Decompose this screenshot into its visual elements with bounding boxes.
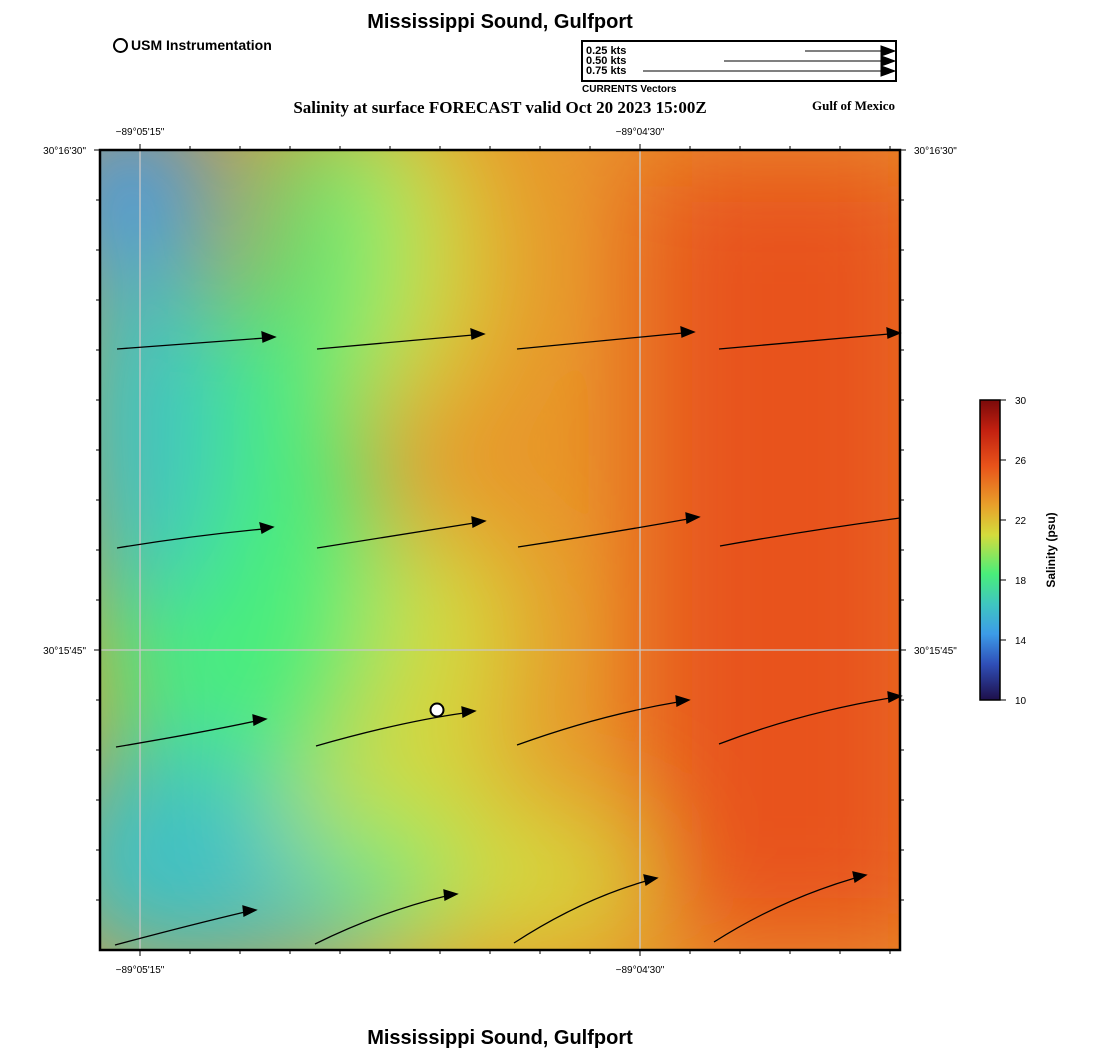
current-vector	[315, 706, 477, 747]
station-circle-icon	[113, 37, 128, 53]
current-vector	[316, 516, 487, 549]
arrow-head-icon	[852, 871, 868, 884]
arrow-head-icon	[443, 889, 459, 902]
map-footer-title: Mississippi Sound, Gulfport	[367, 1027, 633, 1049]
vector-scale-label-1: 0.25 kts	[586, 45, 627, 57]
lon-tick-label-bottom-1: −89°05'15"	[116, 965, 165, 976]
vector-caption: CURRENTS Vectors	[582, 84, 677, 95]
lat-tick-label-right-1: 30°16'30"	[914, 146, 957, 157]
arrow-head-icon	[887, 691, 903, 704]
current-vector	[513, 874, 659, 944]
arrow-head-icon	[886, 327, 902, 339]
current-vector	[719, 517, 901, 547]
current-vector	[116, 522, 275, 549]
arrow-head-icon	[461, 706, 477, 719]
usm-station-marker[interactable]	[429, 702, 445, 718]
vector-scale-label-2: 0.50 kts	[586, 55, 627, 67]
instrumentation-label: USM Instrumentation	[131, 37, 272, 53]
map-title: Mississippi Sound, Gulfport	[367, 11, 633, 33]
current-vector	[115, 714, 268, 748]
current-vector	[517, 512, 701, 548]
salinity-colorbar: 30 26 22 18 14 10 Salinity (psu)	[979, 396, 1058, 707]
current-vectors	[114, 326, 903, 946]
arrow-head-icon	[261, 331, 277, 343]
arrow-head-icon	[680, 326, 696, 338]
vector-scale-legend: 0.25 kts 0.50 kts 0.75 kts	[581, 40, 897, 82]
colorbar-tick-label: 10	[1015, 696, 1027, 707]
arrow-head-icon	[242, 905, 258, 918]
colorbar-title: Salinity (psu)	[1044, 512, 1058, 587]
current-vector	[718, 327, 902, 350]
arrow-head-icon	[880, 65, 895, 77]
arrow-head-icon	[259, 522, 275, 534]
colorbar-tick-label: 26	[1015, 456, 1027, 467]
colorbar-tick-label: 14	[1015, 636, 1027, 647]
current-vector	[314, 889, 459, 945]
current-vector	[116, 331, 277, 350]
current-vector	[316, 328, 486, 350]
arrow-head-icon	[880, 45, 895, 57]
lon-tick-label-bottom-2: −89°04'30"	[616, 965, 665, 976]
lat-tick-label-right-2: 30°15'45"	[914, 646, 957, 657]
colorbar-tick-label: 30	[1015, 396, 1027, 407]
current-vector	[713, 871, 868, 943]
arrow-head-icon	[685, 512, 701, 525]
lat-tick-label-left-1: 30°16'30"	[43, 146, 86, 157]
colorbar-tick-label: 18	[1015, 576, 1027, 587]
colorbar-tick-label: 22	[1015, 516, 1027, 527]
instrumentation-legend: USM Instrumentation	[113, 37, 272, 53]
lat-tick-label-left-2: 30°15'45"	[43, 646, 86, 657]
current-vector	[516, 326, 696, 350]
arrow-head-icon	[643, 874, 659, 887]
current-vector	[516, 695, 691, 746]
lon-tick-label-top-2: −89°04'30"	[616, 127, 665, 138]
current-vector	[114, 905, 258, 946]
arrow-head-icon	[252, 714, 268, 727]
arrow-head-icon	[880, 55, 895, 67]
frame-ticks	[94, 144, 906, 956]
vector-scale-arrows	[643, 45, 895, 77]
vector-scale-label-3: 0.75 kts	[586, 65, 627, 77]
map-grid	[100, 150, 900, 950]
arrow-head-icon	[471, 516, 487, 529]
current-vector	[718, 691, 903, 745]
map-subtitle: Salinity at surface FORECAST valid Oct 2…	[293, 98, 707, 117]
region-label: Gulf of Mexico	[812, 98, 896, 113]
lon-tick-label-top-1: −89°05'15"	[116, 127, 165, 138]
arrow-head-icon	[675, 695, 691, 708]
salinity-field	[100, 150, 900, 950]
arrow-head-icon	[470, 328, 486, 340]
